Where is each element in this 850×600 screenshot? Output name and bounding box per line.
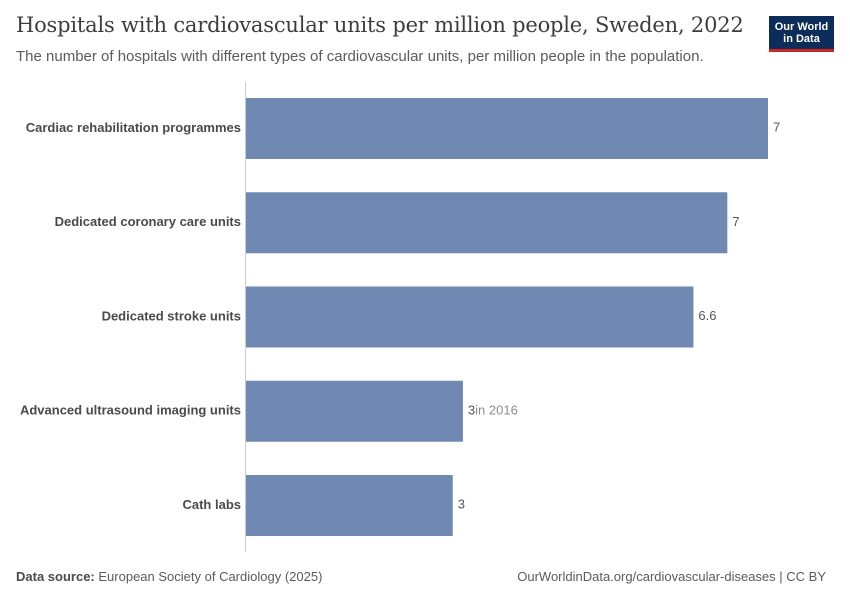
bar-4[interactable]	[246, 475, 453, 536]
value-label-0: 7	[773, 120, 780, 135]
footer-link[interactable]: OurWorldinData.org/cardiovascular-diseas…	[517, 569, 826, 584]
value-label-1: 7	[732, 214, 739, 229]
category-label-2: Dedicated stroke units	[102, 308, 241, 323]
data-source: Data source: European Society of Cardiol…	[16, 569, 322, 584]
category-label-1: Dedicated coronary care units	[55, 214, 241, 229]
category-label-4: Cath labs	[182, 497, 241, 512]
value-label-4: 3	[458, 497, 465, 512]
bar-0[interactable]	[246, 98, 768, 159]
logo-line-1: Our World	[774, 21, 829, 33]
chart-title: Hospitals with cardiovascular units per …	[16, 13, 744, 37]
logo-line-2: in Data	[783, 33, 820, 45]
bar-3[interactable]	[246, 380, 463, 442]
owid-logo[interactable]: Our World in Data	[769, 16, 834, 52]
category-label-3: Advanced ultrasound imaging units	[20, 403, 241, 418]
category-label-0: Cardiac rehabilitation programmes	[26, 120, 241, 135]
bar-2[interactable]	[246, 286, 694, 348]
value-label-2: 6.6	[698, 308, 716, 323]
value-label-3: 3in 2016	[468, 403, 518, 418]
data-source-text[interactable]: European Society of Cardiology (2025)	[98, 569, 323, 584]
value-note-3: in 2016	[475, 403, 518, 418]
chart-subtitle: The number of hospitals with different t…	[16, 48, 704, 65]
data-source-label: Data source:	[16, 569, 95, 584]
bar-1[interactable]	[246, 192, 728, 254]
